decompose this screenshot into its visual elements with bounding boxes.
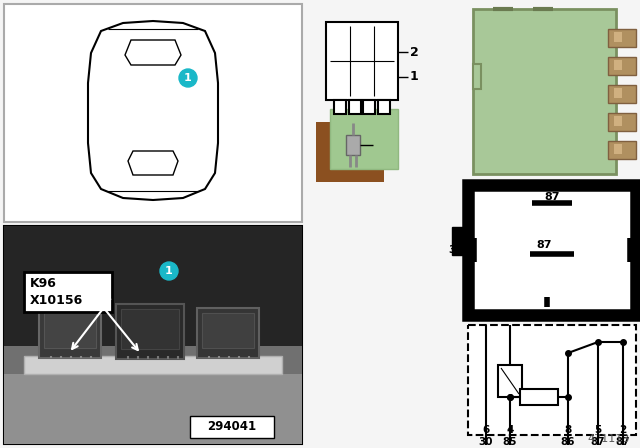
Polygon shape (125, 40, 181, 65)
Text: 294041: 294041 (207, 421, 257, 434)
Bar (24, 356, 282, 374)
Bar (4, 226, 302, 346)
Circle shape (160, 262, 178, 280)
Text: 85: 85 (503, 437, 517, 447)
Bar (116, 304, 184, 359)
Bar (24, 272, 112, 312)
Bar (4, 4, 302, 222)
Bar (346, 135, 360, 155)
Circle shape (179, 69, 197, 87)
Bar (326, 22, 398, 100)
Bar (44, 313, 96, 348)
Bar (452, 227, 468, 255)
Bar (202, 313, 254, 348)
Text: 30: 30 (449, 245, 464, 255)
Polygon shape (88, 21, 218, 200)
Bar (4, 374, 302, 444)
Bar (378, 100, 390, 114)
Bar (608, 141, 636, 159)
Bar (4, 226, 302, 444)
Polygon shape (128, 151, 178, 175)
Text: 87: 87 (544, 192, 560, 202)
Bar (614, 32, 622, 42)
Bar (636, 227, 640, 255)
Bar (614, 60, 622, 70)
Text: 1: 1 (410, 70, 419, 83)
Text: 87: 87 (536, 240, 552, 250)
Bar (4, 346, 302, 444)
Text: 86: 86 (561, 437, 575, 447)
Text: K96
X10156: K96 X10156 (30, 277, 83, 307)
Bar (334, 100, 346, 114)
Text: 5: 5 (595, 425, 602, 435)
Text: 3: 3 (375, 138, 383, 151)
Text: 30: 30 (479, 437, 493, 447)
Bar (473, 64, 481, 89)
Bar (197, 308, 259, 358)
Text: 1: 1 (184, 73, 192, 83)
Bar (498, 365, 522, 397)
Bar (608, 29, 636, 47)
Text: 8: 8 (564, 425, 572, 435)
Bar (608, 57, 636, 75)
Bar (39, 308, 101, 358)
Bar (190, 416, 274, 438)
Text: 2: 2 (410, 46, 419, 59)
Bar (468, 185, 636, 315)
Bar (363, 100, 375, 114)
Text: 2: 2 (620, 425, 627, 435)
Bar (330, 109, 398, 169)
Bar (520, 389, 558, 405)
Bar (473, 9, 616, 174)
Text: 4: 4 (506, 425, 514, 435)
Bar (614, 116, 622, 126)
Bar (608, 113, 636, 131)
Bar (121, 309, 179, 349)
Bar (468, 325, 636, 435)
Text: 1: 1 (165, 266, 173, 276)
Bar (316, 122, 384, 182)
Text: 471113: 471113 (588, 434, 630, 444)
Text: 86: 86 (529, 310, 545, 320)
Bar (608, 85, 636, 103)
Text: 87: 87 (591, 437, 605, 447)
Text: 87: 87 (616, 437, 630, 447)
Bar (614, 88, 622, 98)
Bar (614, 144, 622, 154)
Bar (349, 100, 361, 114)
Text: 6: 6 (483, 425, 490, 435)
